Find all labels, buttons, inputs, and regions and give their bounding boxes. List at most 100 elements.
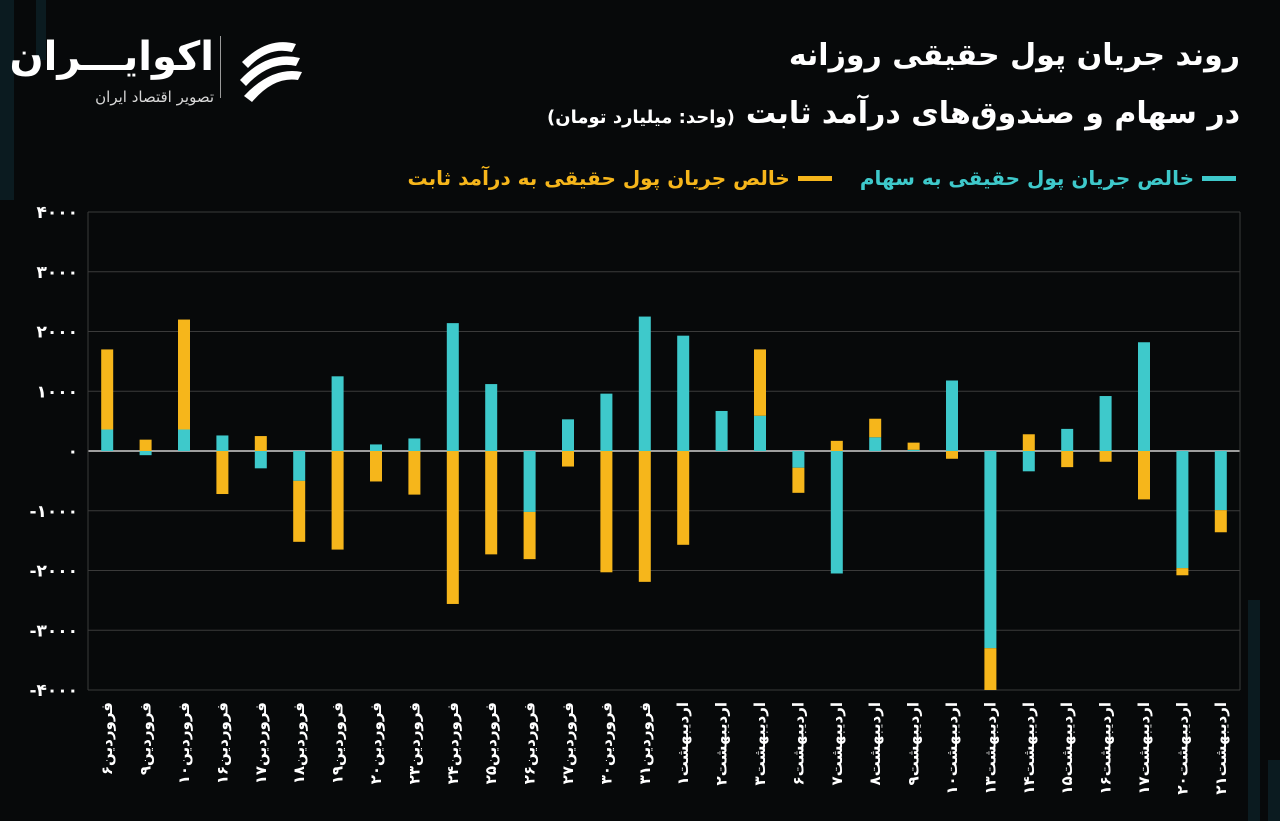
y-tick-label: -۲۰۰۰: [29, 562, 78, 582]
bar-stocks: [446, 323, 459, 451]
bar-stocks: [754, 415, 766, 451]
x-tick-label: فروردین۲۷: [559, 702, 577, 784]
bar-stocks: [370, 444, 382, 451]
bar-fixed-income: [1176, 568, 1189, 576]
y-tick-label: -۴۰۰۰: [29, 681, 78, 701]
y-tick-label: ۱۰۰۰: [36, 382, 78, 402]
bar-stocks: [830, 451, 843, 574]
bar-stocks: [1176, 451, 1189, 569]
bar-stocks: [1138, 342, 1150, 451]
x-tick-label: فروردین۲۴: [444, 702, 462, 784]
brand-logo: اکوایـــران تصویر اقتصاد ایران: [9, 30, 310, 110]
bar-fixed-income: [869, 418, 882, 438]
x-tick-label: اردیبهشت۳: [751, 702, 769, 785]
x-tick-label: اردیبهشت۱۵: [1058, 702, 1076, 795]
background-decoration: [0, 0, 14, 200]
legend-item-stocks: خالص جریان پول حقیقی به سهام: [860, 166, 1236, 190]
background-decoration: [1268, 760, 1280, 821]
bar-stocks: [331, 376, 344, 451]
x-tick-label: فروردین۹: [137, 702, 155, 775]
bar-stocks: [946, 380, 958, 451]
bar-fixed-income: [216, 451, 229, 495]
bar-stocks: [984, 451, 997, 649]
background-decoration: [1248, 600, 1260, 821]
legend-item-fixed-income: خالص جریان پول حقیقی به درآمد ثابت: [407, 166, 832, 190]
x-tick-label: فروردین۳۰: [597, 702, 615, 784]
bar-stocks: [1099, 396, 1112, 451]
bar-fixed-income: [1214, 510, 1227, 533]
logo-divider: [220, 36, 221, 98]
x-tick-label: اردیبهشت۸: [866, 702, 884, 785]
bar-fixed-income: [984, 648, 997, 690]
bar-fixed-income: [677, 451, 690, 545]
bar-stocks: [677, 335, 690, 451]
legend-swatch-fixed-income: [797, 175, 832, 181]
bar-fixed-income: [1061, 451, 1074, 468]
bar-fixed-income: [485, 451, 498, 555]
x-tick-label: فروردین۱۹: [329, 702, 347, 784]
bar-fixed-income: [600, 451, 613, 573]
bar-fixed-income: [254, 436, 267, 451]
legend-swatch-stocks: [1202, 175, 1236, 181]
bar-stocks: [178, 429, 190, 451]
bar-fixed-income: [101, 349, 114, 430]
bar-fixed-income: [638, 451, 651, 582]
x-tick-label: فروردین۳۱: [636, 702, 654, 784]
bar-fixed-income: [1099, 451, 1112, 462]
bar-stocks: [523, 451, 536, 512]
bar-stocks: [1022, 451, 1035, 472]
x-tick-label: اردیبهشت۹: [905, 702, 923, 785]
x-tick-label: فروردین۱۰: [175, 702, 193, 784]
unit-label: (واحد: میلیارد تومان): [547, 107, 735, 128]
bar-stocks: [907, 449, 920, 451]
bar-fixed-income: [178, 319, 190, 430]
bar-fixed-income: [1138, 451, 1150, 500]
bar-stocks: [562, 419, 574, 451]
y-tick-label: ۰: [68, 442, 78, 462]
x-tick-label: اردیبهشت۱۷: [1135, 702, 1153, 795]
bar-fixed-income: [139, 439, 152, 451]
x-tick-label: اردیبهشت۱۰: [943, 702, 961, 795]
subtitle-text: در سهام و صندوق‌های درآمد ثابت: [745, 96, 1240, 131]
bar-stocks: [1061, 428, 1074, 451]
bar-stocks: [1214, 451, 1227, 511]
bar-stocks: [600, 393, 613, 451]
ecoiran-mark-icon: [240, 42, 302, 102]
x-tick-label: فروردین۶: [98, 702, 116, 775]
bar-stocks: [293, 451, 306, 481]
y-tick-label: ۲۰۰۰: [36, 323, 78, 343]
background-decoration: [36, 0, 46, 60]
bar-fixed-income: [562, 451, 574, 467]
bar-fixed-income: [946, 451, 958, 459]
x-tick-label: اردیبهشت۱۶: [1097, 702, 1115, 795]
bar-fixed-income: [523, 511, 536, 560]
x-tick-label: فروردین۲۰: [367, 702, 385, 784]
x-tick-label: اردیبهشت۲: [713, 702, 731, 785]
x-tick-label: اردیبهشت۱: [674, 702, 692, 785]
x-tick-label: اردیبهشت۶: [789, 702, 807, 785]
x-tick-label: فروردین۲۳: [405, 702, 423, 784]
chart-subtitle: در سهام و صندوق‌های درآمد ثابت (واحد: می…: [547, 96, 1240, 131]
y-tick-label: ۳۰۰۰: [36, 263, 78, 283]
bar-stocks: [254, 451, 267, 469]
bar-stocks: [101, 429, 114, 451]
bar-fixed-income: [907, 442, 920, 450]
x-tick-label: اردیبهشت۷: [828, 702, 846, 785]
bar-stocks: [638, 316, 651, 451]
chart-title: روند جریان پول حقیقی روزانه: [788, 38, 1240, 73]
x-tick-label: اردیبهشت۲۱: [1212, 702, 1230, 795]
legend-label-stocks: خالص جریان پول حقیقی به سهام: [859, 166, 1194, 190]
bar-stocks: [139, 451, 152, 456]
bar-fixed-income: [408, 451, 421, 495]
logo-tagline: تصویر اقتصاد ایران: [95, 88, 214, 106]
x-tick-label: فروردین۲۶: [521, 702, 539, 784]
chart-legend: خالص جریان پول حقیقی به سهام خالص جریان …: [407, 166, 1236, 190]
x-tick-label: فروردین۲۵: [482, 702, 500, 784]
y-tick-label: -۱۰۰۰: [29, 502, 78, 522]
bar-stocks: [216, 435, 229, 451]
bar-stocks: [792, 451, 805, 468]
bar-stocks: [715, 410, 728, 451]
x-tick-label: اردیبهشت۲۰: [1173, 702, 1191, 795]
bar-fixed-income: [830, 440, 843, 451]
